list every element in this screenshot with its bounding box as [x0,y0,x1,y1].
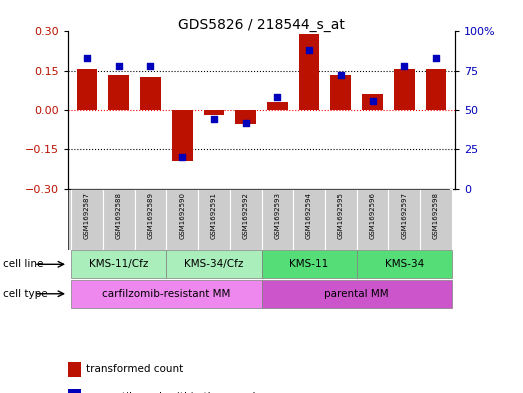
Text: KMS-34/Cfz: KMS-34/Cfz [184,259,244,269]
Text: GSM1692597: GSM1692597 [401,192,407,239]
Bar [71,189,103,250]
Text: KMS-34: KMS-34 [384,259,424,269]
Text: GSM1692591: GSM1692591 [211,192,217,239]
Text: carfilzomib-resistant MM: carfilzomib-resistant MM [102,289,231,299]
Point [305,47,313,53]
Bar [262,280,452,308]
Text: GSM1692590: GSM1692590 [179,192,185,239]
Bar [103,189,134,250]
Bar [166,189,198,250]
Point [400,63,408,69]
Text: GDS5826 / 218544_s_at: GDS5826 / 218544_s_at [178,18,345,32]
Bar [203,110,224,115]
Point [146,63,155,69]
Text: GSM1692594: GSM1692594 [306,192,312,239]
Bar [134,189,166,250]
Bar [262,189,293,250]
Point [115,63,123,69]
Bar [140,77,161,110]
Point [432,55,440,61]
Bar [357,250,452,278]
Bar [166,250,262,278]
Bar [331,75,351,110]
Point [210,116,218,123]
Point [337,72,345,79]
Bar [389,189,420,250]
Bar [198,189,230,250]
Bar [71,280,262,308]
Bar [357,189,389,250]
Bar [325,189,357,250]
Bar [71,250,166,278]
Bar [230,189,262,250]
Point [178,154,186,160]
Text: GSM1692593: GSM1692593 [275,192,280,239]
Text: GSM1692598: GSM1692598 [433,192,439,239]
Text: GSM1692588: GSM1692588 [116,192,122,239]
Text: KMS-11/Cfz: KMS-11/Cfz [89,259,149,269]
Text: GSM1692592: GSM1692592 [243,192,248,239]
Text: cell line: cell line [3,259,43,269]
Text: GSM1692589: GSM1692589 [147,192,153,239]
Bar [394,70,415,110]
Bar [299,34,320,110]
Text: GSM1692595: GSM1692595 [338,192,344,239]
Point [242,119,250,126]
Text: transformed count: transformed count [86,364,184,375]
Bar [420,189,452,250]
Bar [293,189,325,250]
Text: cell type: cell type [3,289,47,299]
Text: KMS-11: KMS-11 [289,259,329,269]
Point [83,55,91,61]
Bar [172,110,192,161]
Bar [108,75,129,110]
Text: GSM1692587: GSM1692587 [84,192,90,239]
Bar [235,110,256,125]
Point [273,94,281,101]
Bar [267,102,288,110]
Text: GSM1692596: GSM1692596 [370,192,376,239]
Bar [262,250,357,278]
Bar [77,70,97,110]
Bar [426,70,446,110]
Text: parental MM: parental MM [324,289,389,299]
Bar [362,94,383,110]
Text: percentile rank within the sample: percentile rank within the sample [86,392,262,393]
Point [368,97,377,104]
